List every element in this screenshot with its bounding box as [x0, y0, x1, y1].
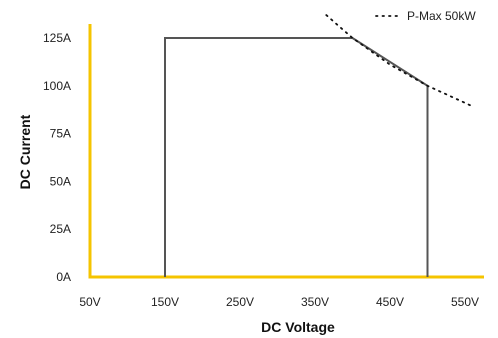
y-tick-label: 0A [56, 270, 71, 284]
operating-limit-line [164, 37, 429, 277]
y-tick-label: 25A [50, 222, 71, 236]
y-tick-label: 75A [50, 127, 71, 141]
x-tick-label: 250V [226, 295, 254, 309]
x-tick-labels: 50V 150V 250V 350V 450V 550V [79, 295, 479, 309]
x-tick-label: 50V [79, 295, 100, 309]
y-tick-label: 50A [50, 174, 71, 188]
y-tick-label: 100A [43, 79, 71, 93]
x-tick-label: 350V [301, 295, 329, 309]
y-tick-labels: 0A 25A 50A 75A 100A 125A [43, 31, 71, 284]
legend: P-Max 50kW [375, 9, 476, 23]
pmax-dotted-line [325, 14, 474, 108]
x-tick-label: 550V [451, 295, 479, 309]
y-axis-title: DC Current [17, 114, 33, 189]
y-tick-label: 125A [43, 31, 71, 45]
series-layer [164, 14, 474, 277]
x-axis-title: DC Voltage [261, 319, 335, 335]
x-tick-label: 450V [376, 295, 404, 309]
legend-label: P-Max 50kW [407, 9, 476, 23]
x-tick-label: 150V [151, 295, 179, 309]
axes [88, 24, 484, 279]
